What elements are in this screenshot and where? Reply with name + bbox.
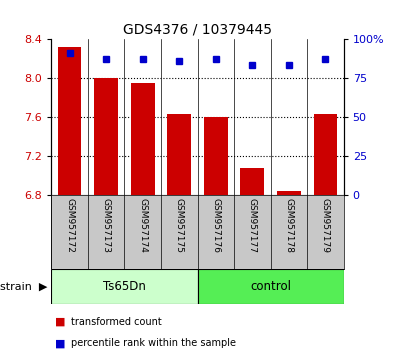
Title: GDS4376 / 10379445: GDS4376 / 10379445: [123, 22, 272, 36]
Text: GSM957179: GSM957179: [321, 198, 330, 253]
Bar: [51, 269, 198, 304]
Bar: [204, 117, 228, 195]
Text: GSM957178: GSM957178: [284, 198, 293, 253]
Text: strain  ▶: strain ▶: [0, 282, 47, 292]
Text: transformed count: transformed count: [71, 317, 162, 327]
Bar: [94, 78, 118, 195]
Text: GSM957174: GSM957174: [138, 198, 147, 253]
Text: GSM957177: GSM957177: [248, 198, 257, 253]
Text: GSM957175: GSM957175: [175, 198, 184, 253]
Bar: [131, 83, 154, 195]
Bar: [198, 269, 344, 304]
Text: Ts65Dn: Ts65Dn: [103, 280, 146, 293]
Text: control: control: [250, 280, 291, 293]
Text: GSM957176: GSM957176: [211, 198, 220, 253]
Bar: [58, 47, 81, 195]
Text: GSM957172: GSM957172: [65, 198, 74, 253]
Bar: [241, 169, 264, 195]
Text: ■: ■: [55, 338, 66, 348]
Text: ■: ■: [55, 317, 66, 327]
Bar: [167, 114, 191, 195]
Text: percentile rank within the sample: percentile rank within the sample: [71, 338, 236, 348]
Bar: [277, 191, 301, 195]
Text: GSM957173: GSM957173: [102, 198, 111, 253]
Bar: [314, 114, 337, 195]
